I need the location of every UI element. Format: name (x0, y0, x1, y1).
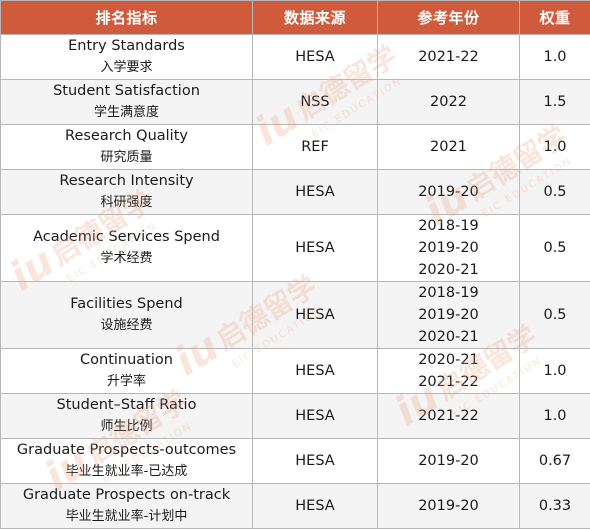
data-source-cell: HESA (253, 282, 378, 349)
indicator-name-en: Graduate Prospects on-track (1, 484, 252, 506)
reference-year-cell: 2020-21 2021-22 (378, 349, 520, 394)
indicator-name-en: Research Intensity (1, 170, 252, 192)
reference-year-cell: 2021-22 (378, 35, 520, 80)
table-header-row: 排名指标 数据来源 参考年份 权重 (1, 1, 590, 35)
reference-year-cell: 2022 (378, 80, 520, 125)
data-source-cell: HESA (253, 170, 378, 215)
weight-cell: 0.67 (520, 439, 590, 484)
weight-cell: 0.5 (520, 282, 590, 349)
weight-cell: 1.0 (520, 125, 590, 170)
data-source-cell: HESA (253, 349, 378, 394)
data-source-cell: HESA (253, 439, 378, 484)
weight-cell: 1.0 (520, 349, 590, 394)
header-reference-year: 参考年份 (378, 1, 520, 35)
data-source-cell: HESA (253, 394, 378, 439)
reference-year: 2021 (378, 136, 519, 158)
reference-year: 2018-19 (378, 215, 519, 237)
indicator-name-zh: 入学要求 (1, 57, 252, 79)
indicator-name-zh: 学生满意度 (1, 102, 252, 124)
data-source-cell: HESA (253, 484, 378, 529)
indicator-name-zh: 毕业生就业率-已达成 (1, 461, 252, 483)
reference-year: 2019-20 (378, 237, 519, 259)
reference-year: 2020-21 (378, 326, 519, 348)
indicator-name-en: Entry Standards (1, 35, 252, 57)
table-row: Facilities Spend 设施经费 HESA 2018-19 2019-… (1, 282, 590, 349)
indicator-cell: Graduate Prospects-outcomes 毕业生就业率-已达成 (1, 439, 253, 484)
data-source-cell: NSS (253, 80, 378, 125)
reference-year: 2021-22 (378, 371, 519, 393)
indicator-cell: Graduate Prospects on-track 毕业生就业率-计划中 (1, 484, 253, 529)
indicator-cell: Entry Standards 入学要求 (1, 35, 253, 80)
reference-year: 2019-20 (378, 181, 519, 203)
weight-cell: 0.33 (520, 484, 590, 529)
indicator-cell: Student Satisfaction 学生满意度 (1, 80, 253, 125)
indicator-cell: Student–Staff Ratio 师生比例 (1, 394, 253, 439)
indicator-name-en: Student–Staff Ratio (1, 394, 252, 416)
reference-year-cell: 2018-19 2019-20 2020-21 (378, 215, 520, 282)
weight-cell: 1.5 (520, 80, 590, 125)
data-source-cell: HESA (253, 215, 378, 282)
reference-year: 2019-20 (378, 450, 519, 472)
indicator-name-en: Student Satisfaction (1, 80, 252, 102)
weight-cell: 1.0 (520, 35, 590, 80)
table-row: Continuation 升学率 HESA 2020-21 2021-22 1.… (1, 349, 590, 394)
reference-year-cell: 2019-20 (378, 170, 520, 215)
table-row: Research Quality 研究质量 REF 2021 1.0 (1, 125, 590, 170)
reference-year-cell: 2019-20 (378, 439, 520, 484)
table-row: Graduate Prospects-outcomes 毕业生就业率-已达成 H… (1, 439, 590, 484)
reference-year-cell: 2021 (378, 125, 520, 170)
indicator-name-zh: 学术经费 (1, 248, 252, 270)
reference-year: 2020-21 (378, 259, 519, 281)
indicator-name-en: Facilities Spend (1, 293, 252, 315)
indicator-name-zh: 升学率 (1, 371, 252, 393)
reference-year: 2021-22 (378, 405, 519, 427)
indicator-name-en: Continuation (1, 349, 252, 371)
table-row: Graduate Prospects on-track 毕业生就业率-计划中 H… (1, 484, 590, 529)
weight-cell: 0.5 (520, 215, 590, 282)
table-row: Academic Services Spend 学术经费 HESA 2018-1… (1, 215, 590, 282)
indicator-cell: Academic Services Spend 学术经费 (1, 215, 253, 282)
indicator-name-en: Graduate Prospects-outcomes (1, 439, 252, 461)
header-indicator: 排名指标 (1, 1, 253, 35)
reference-year-cell: 2019-20 (378, 484, 520, 529)
indicator-name-en: Academic Services Spend (1, 226, 252, 248)
indicator-cell: Facilities Spend 设施经费 (1, 282, 253, 349)
reference-year: 2019-20 (378, 495, 519, 517)
table-row: Research Intensity 科研强度 HESA 2019-20 0.5 (1, 170, 590, 215)
indicator-cell: Research Intensity 科研强度 (1, 170, 253, 215)
indicator-name-zh: 科研强度 (1, 192, 252, 214)
table-row: Entry Standards 入学要求 HESA 2021-22 1.0 (1, 35, 590, 80)
indicator-name-en: Research Quality (1, 125, 252, 147)
indicator-name-zh: 毕业生就业率-计划中 (1, 506, 252, 528)
indicator-name-zh: 设施经费 (1, 315, 252, 337)
indicator-cell: Continuation 升学率 (1, 349, 253, 394)
reference-year: 2018-19 (378, 282, 519, 304)
reference-year-cell: 2018-19 2019-20 2020-21 (378, 282, 520, 349)
indicator-name-zh: 研究质量 (1, 147, 252, 169)
table-row: Student Satisfaction 学生满意度 NSS 2022 1.5 (1, 80, 590, 125)
data-source-cell: HESA (253, 35, 378, 80)
reference-year-cell: 2021-22 (378, 394, 520, 439)
indicator-name-zh: 师生比例 (1, 416, 252, 438)
table-row: Student–Staff Ratio 师生比例 HESA 2021-22 1.… (1, 394, 590, 439)
weight-cell: 0.5 (520, 170, 590, 215)
header-data-source: 数据来源 (253, 1, 378, 35)
reference-year: 2020-21 (378, 349, 519, 371)
data-source-cell: REF (253, 125, 378, 170)
indicator-cell: Research Quality 研究质量 (1, 125, 253, 170)
weight-cell: 1.0 (520, 394, 590, 439)
reference-year: 2019-20 (378, 304, 519, 326)
header-weight: 权重 (520, 1, 590, 35)
reference-year: 2021-22 (378, 46, 519, 68)
reference-year: 2022 (378, 91, 519, 113)
